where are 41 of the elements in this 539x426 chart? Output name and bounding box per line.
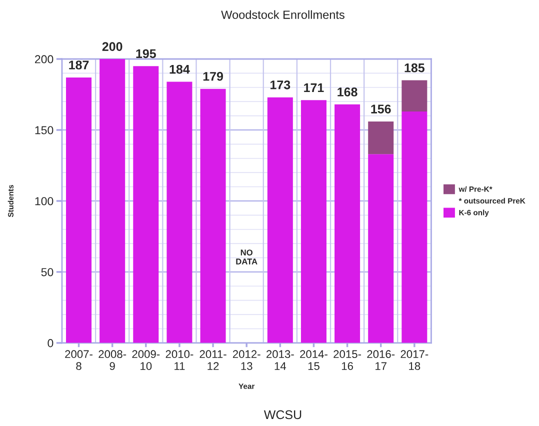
- chart-title: Woodstock Enrollments: [221, 10, 344, 19]
- y-tick-label: 100: [35, 197, 54, 206]
- total-label: 184: [170, 64, 190, 74]
- total-label: 173: [270, 80, 290, 90]
- total-label: 195: [136, 49, 156, 58]
- bar: [402, 112, 428, 343]
- bar: [368, 154, 394, 343]
- x-tick-label: 2010- 11: [166, 350, 194, 370]
- y-tick-label: 50: [41, 268, 54, 276]
- x-tick-label: 2017- 18: [400, 350, 428, 370]
- total-label: 168: [338, 88, 358, 96]
- annotation: NO DATA: [236, 250, 258, 264]
- bar: [200, 88, 226, 343]
- text: WCSU: [264, 410, 302, 420]
- x-tick-label: 2008- 9: [98, 350, 126, 370]
- x-tick-label: 2011- 12: [200, 350, 226, 370]
- x-tick-label: 2016- 17: [367, 350, 395, 370]
- x-tick-label: 2009- 10: [132, 350, 160, 370]
- x-tick-label: 2014- 15: [300, 350, 328, 370]
- bar: [66, 77, 92, 343]
- total-label: 156: [371, 104, 391, 114]
- total-label: 185: [404, 63, 424, 72]
- bar: [133, 66, 159, 343]
- total-label: 179: [203, 72, 223, 81]
- y-tick-label: 150: [35, 126, 54, 134]
- bar: [100, 59, 126, 343]
- bar: [402, 80, 428, 112]
- bar: [368, 121, 394, 154]
- total-label: 200: [102, 42, 122, 51]
- total-label: 171: [304, 83, 324, 92]
- bar: [166, 82, 192, 343]
- total-label: 187: [69, 60, 89, 70]
- x-tick-label: 2007- 8: [65, 350, 92, 370]
- x-tick-label: 2015- 16: [334, 350, 362, 370]
- bar: [334, 104, 360, 343]
- x-tick-label: 2013- 14: [266, 350, 294, 370]
- bar: [267, 97, 293, 343]
- y-tick-label: 0: [48, 339, 54, 348]
- bar: [300, 100, 326, 343]
- y-tick-label: 200: [35, 55, 54, 64]
- x-tick-label: 2012- 13: [232, 350, 260, 370]
